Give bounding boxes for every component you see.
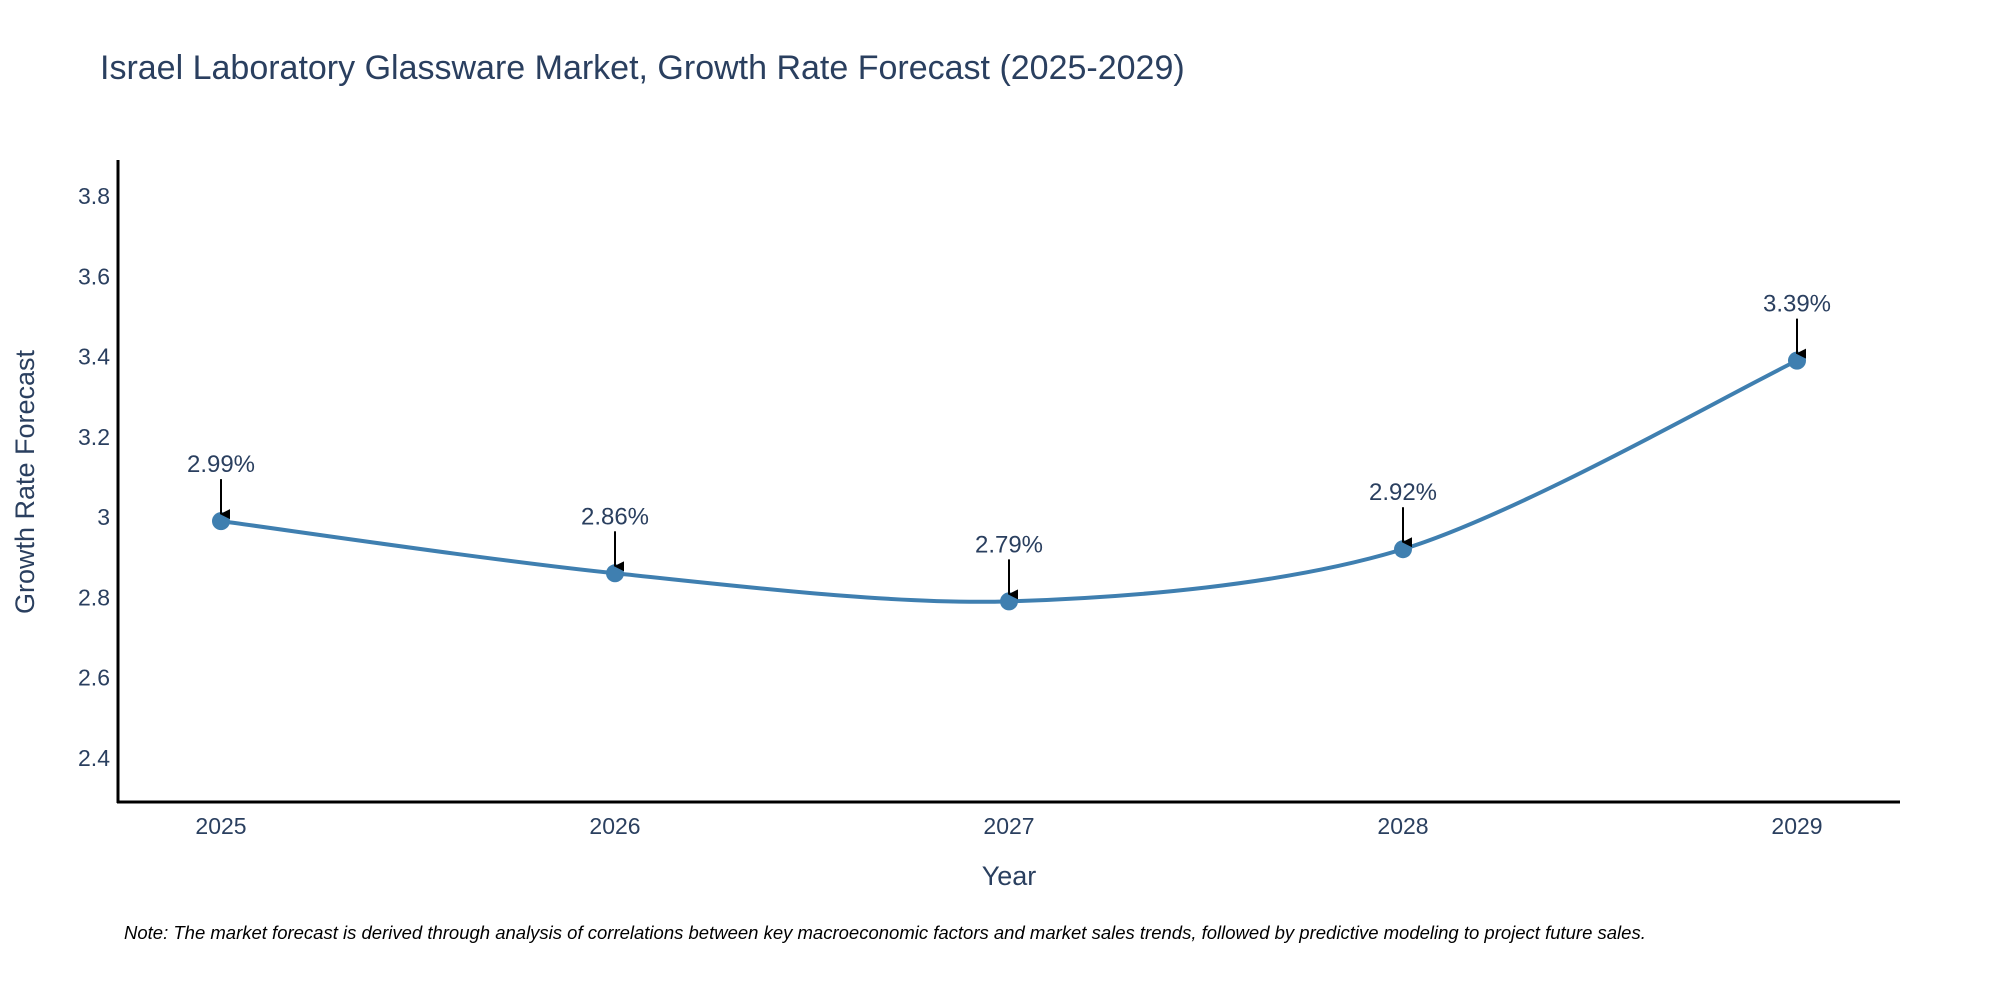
y-tick-label: 3 bbox=[97, 504, 110, 530]
data-label: 3.39% bbox=[1763, 291, 1831, 318]
data-point bbox=[212, 512, 230, 531]
chart-title: Israel Laboratory Glassware Market, Grow… bbox=[100, 49, 1185, 87]
y-tick-label: 3.6 bbox=[78, 263, 110, 289]
y-tick-label: 3.2 bbox=[78, 424, 110, 450]
x-tick-label: 2026 bbox=[589, 813, 640, 839]
data-label: 2.86% bbox=[581, 503, 649, 530]
plot-area: 2.4 2.6 2.8 3 3.2 3.4 3.6 3.8 2025 2026 2027 2028 20… bbox=[78, 160, 1900, 839]
x-axis-title: Year bbox=[982, 861, 1037, 891]
x-tick-label: 2028 bbox=[1377, 813, 1428, 839]
y-tick-label: 3.8 bbox=[78, 183, 110, 209]
data-point bbox=[1000, 592, 1018, 611]
data-point bbox=[606, 564, 624, 583]
data-label: 2.99% bbox=[187, 451, 255, 478]
data-label: 2.92% bbox=[1369, 479, 1437, 506]
x-tick-label: 2029 bbox=[1771, 813, 1822, 839]
y-tick-label: 2.6 bbox=[78, 665, 110, 691]
footnote: Note: The market forecast is derived thr… bbox=[124, 922, 1646, 943]
data-point bbox=[1394, 540, 1412, 559]
data-label: 2.79% bbox=[975, 531, 1043, 558]
y-tick-label: 2.8 bbox=[78, 584, 110, 610]
y-tick-label: 2.4 bbox=[78, 745, 110, 771]
x-tick-label: 2025 bbox=[195, 813, 246, 839]
y-tick-label: 3.4 bbox=[78, 344, 110, 370]
x-tick-label: 2027 bbox=[983, 813, 1034, 839]
data-point bbox=[1788, 351, 1806, 370]
y-axis-title: Growth Rate Forecast bbox=[10, 349, 40, 614]
